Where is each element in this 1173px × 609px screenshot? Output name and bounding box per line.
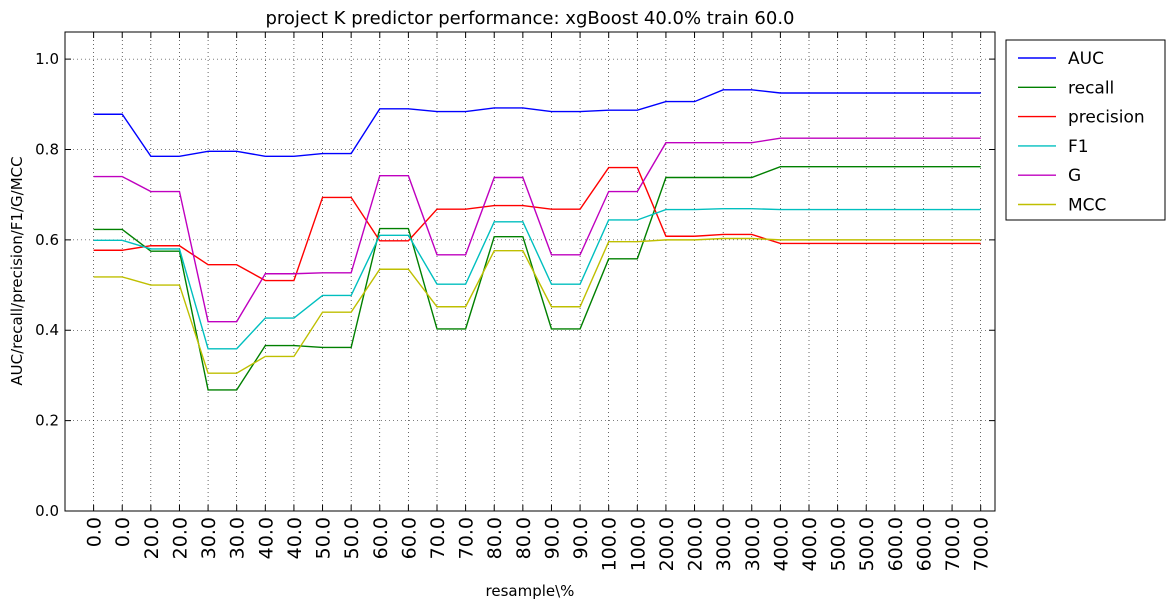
x-tick-label: 50.0 — [313, 517, 335, 559]
series-line-mcc — [93, 237, 981, 374]
legend: AUC recall precision F1 G MCC — [1005, 39, 1166, 221]
x-tick-label: 50.0 — [341, 517, 363, 559]
series-line-auc — [93, 89, 981, 157]
y-tick-label: 0.8 — [35, 140, 59, 158]
y-tick-label: 0.6 — [35, 231, 59, 249]
series-lines — [93, 89, 981, 391]
x-tick-label: 100.0 — [599, 517, 621, 571]
x-axis-label: resample\% — [486, 582, 575, 600]
x-tick-label: 70.0 — [427, 517, 449, 559]
x-tick-label: 70.0 — [456, 517, 478, 559]
x-tick-label: 600.0 — [913, 517, 935, 571]
x-tick-label: 40.0 — [284, 517, 306, 559]
x-tick-label: 90.0 — [541, 517, 563, 559]
x-tick-label: 30.0 — [198, 517, 220, 559]
legend-frame — [1005, 39, 1166, 221]
x-tick-label: 300.0 — [742, 517, 764, 571]
legend-label: recall — [1068, 78, 1114, 98]
x-tick-label: 80.0 — [484, 517, 506, 559]
x-tick-label: 60.0 — [398, 517, 420, 559]
chart-title: project K predictor performance: xgBoost… — [265, 8, 794, 29]
x-tick-label: 90.0 — [570, 517, 592, 559]
x-tick-label: 500.0 — [828, 517, 850, 571]
legend-label: MCC — [1068, 196, 1106, 216]
x-tick-label: 60.0 — [370, 517, 392, 559]
x-tick-label: 100.0 — [627, 517, 649, 571]
x-tick-label: 20.0 — [169, 517, 191, 559]
y-tick-label: 0.0 — [35, 502, 59, 520]
x-tick-label: 0.0 — [112, 517, 134, 547]
x-tick-label: 400.0 — [799, 517, 821, 571]
y-axis-label: AUC/recall/precision/F1/G/MCC — [8, 156, 26, 385]
series-line-g — [93, 137, 981, 323]
legend-label: G — [1068, 166, 1081, 186]
x-tick-label: 700.0 — [971, 517, 993, 571]
series-line-f1 — [93, 207, 981, 350]
x-tick-label: 400.0 — [770, 517, 792, 571]
x-tick-label: 200.0 — [685, 517, 707, 571]
x-tick-label: 600.0 — [885, 517, 907, 571]
x-tick-label: 700.0 — [942, 517, 964, 571]
x-tick-label: 0.0 — [84, 517, 106, 547]
x-tick-label: 500.0 — [856, 517, 878, 571]
x-tick-label: 40.0 — [255, 517, 277, 559]
x-tick-label: 20.0 — [141, 517, 163, 559]
y-tick-label: 1.0 — [35, 50, 59, 68]
legend-label: precision — [1068, 108, 1145, 128]
legend-label: F1 — [1068, 137, 1089, 157]
x-tick-label: 200.0 — [656, 517, 678, 571]
y-tick-label: 0.4 — [35, 321, 59, 339]
legend-label: AUC — [1068, 49, 1104, 69]
series-line-precision — [93, 166, 981, 282]
y-tick-label: 0.2 — [35, 412, 59, 430]
plot-frame — [64, 31, 996, 512]
series-line-recall — [93, 165, 981, 391]
x-tick-label: 80.0 — [513, 517, 535, 559]
x-tick-label: 30.0 — [227, 517, 249, 559]
grid — [65, 32, 995, 512]
y-axis: 0.0 0.2 0.4 0.6 0.8 1.0 — [35, 50, 995, 520]
x-axis: 0.0 0.0 20.0 20.0 30.0 30.0 40.0 40.0 50.0 50.0 60… — [84, 32, 993, 571]
x-tick-label: 300.0 — [713, 517, 735, 571]
